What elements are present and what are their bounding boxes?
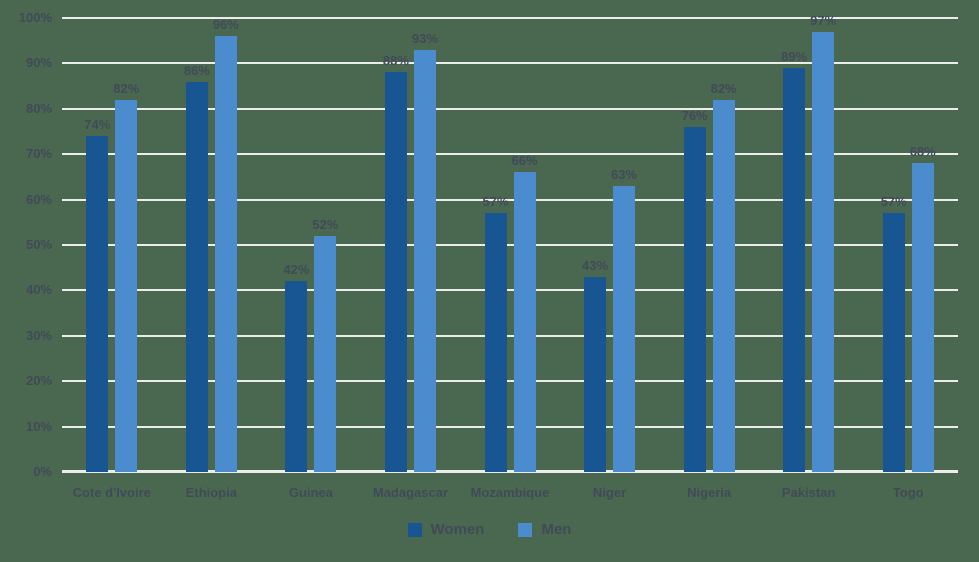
- y-tick-label: 0%: [33, 464, 52, 479]
- bar-value-label: 57%: [482, 194, 509, 210]
- x-category-label: Nigeria: [687, 485, 732, 500]
- bar-value-label: 88%: [382, 53, 409, 69]
- bar-women: [185, 81, 208, 472]
- bar-value-label: 57%: [880, 194, 907, 210]
- gridline: [62, 334, 958, 337]
- y-tick-label: 90%: [25, 55, 52, 71]
- bar-men: [413, 49, 436, 472]
- y-tick-label: 30%: [25, 327, 52, 343]
- plot-area: 74% 82% 86% 96% 42% 52% 88% 93% 57% 66% 43% 63% 76% 8…: [62, 13, 958, 473]
- x-category-label: Cote d'Ivoire: [72, 485, 151, 500]
- bar-value-label: 86%: [183, 62, 210, 78]
- legend-label: Men: [541, 521, 572, 538]
- bar-value-label: 76%: [681, 107, 708, 123]
- y-tick-label: 80%: [25, 100, 52, 116]
- gridline: [62, 198, 958, 201]
- gridline: [62, 380, 958, 383]
- bar-women: [584, 276, 607, 472]
- gridline: [62, 62, 958, 65]
- y-tick-label: 50%: [25, 237, 52, 252]
- gridline: [62, 244, 958, 246]
- legend-swatch-men-icon: [518, 522, 533, 537]
- bar-men: [513, 172, 536, 472]
- x-category-label: Niger: [592, 485, 627, 500]
- legend-label: Women: [430, 521, 485, 538]
- x-category-label: Togo: [892, 485, 924, 500]
- bar-value-label: 52%: [312, 216, 339, 232]
- y-tick-label: 100%: [18, 10, 52, 25]
- bar-value-label: 96%: [212, 17, 239, 33]
- bar-men: [911, 163, 934, 472]
- gridline: [62, 153, 958, 156]
- gridline: [62, 17, 958, 19]
- bar-value-label: 93%: [411, 30, 438, 46]
- bar-value-label: 82%: [113, 80, 140, 96]
- bar-value-label: 63%: [611, 166, 638, 182]
- bar-value-label: 42%: [283, 262, 310, 278]
- gridline: [62, 470, 958, 473]
- bar-value-label: 68%: [909, 144, 936, 160]
- bar-men: [214, 36, 237, 472]
- bar-men: [115, 99, 138, 472]
- bar-women: [484, 213, 507, 472]
- y-axis: 0% 10% 20% 30% 40% 50% 60% 70% 80% 90% 100%: [0, 10, 52, 479]
- y-tick-label: 70%: [25, 146, 52, 162]
- bar-women: [285, 281, 308, 472]
- bar-value-label: 74%: [84, 117, 111, 133]
- bar-value-label: 43%: [582, 257, 609, 273]
- x-category-label: Pakistan: [781, 485, 836, 500]
- bar-value-label: 89%: [781, 48, 808, 64]
- y-tick-label: 40%: [25, 282, 52, 298]
- x-category-label: Madagascar: [372, 485, 449, 500]
- gridline: [62, 289, 958, 292]
- bar-men: [314, 235, 337, 472]
- gridline: [62, 425, 958, 428]
- x-category-label: Guinea: [288, 485, 333, 500]
- y-tick-label: 10%: [25, 418, 52, 434]
- bar-men: [712, 99, 735, 472]
- bar-men: [812, 31, 835, 472]
- legend: Women Men: [0, 521, 979, 538]
- gridline: [62, 107, 958, 110]
- bar-value-label: 66%: [511, 153, 538, 169]
- legend-item-men: Men: [518, 521, 571, 538]
- x-axis: Cote d'Ivoire Ethiopia Guinea Madagascar Moz…: [62, 485, 958, 505]
- x-category-label: Ethiopia: [185, 485, 237, 500]
- y-tick-label: 60%: [25, 191, 52, 207]
- bar-women: [783, 67, 806, 472]
- bar-value-label: 82%: [710, 80, 737, 96]
- bar-women: [384, 72, 407, 472]
- bar-women: [683, 126, 706, 472]
- legend-item-women: Women: [407, 521, 485, 538]
- bar-value-label: 97%: [810, 12, 837, 28]
- y-tick-label: 20%: [25, 373, 52, 389]
- legend-swatch-women-icon: [407, 522, 422, 537]
- x-category-label: Mozambique: [470, 485, 550, 500]
- bar-women: [86, 136, 109, 472]
- bar-men: [613, 185, 636, 472]
- bar-women: [882, 213, 905, 472]
